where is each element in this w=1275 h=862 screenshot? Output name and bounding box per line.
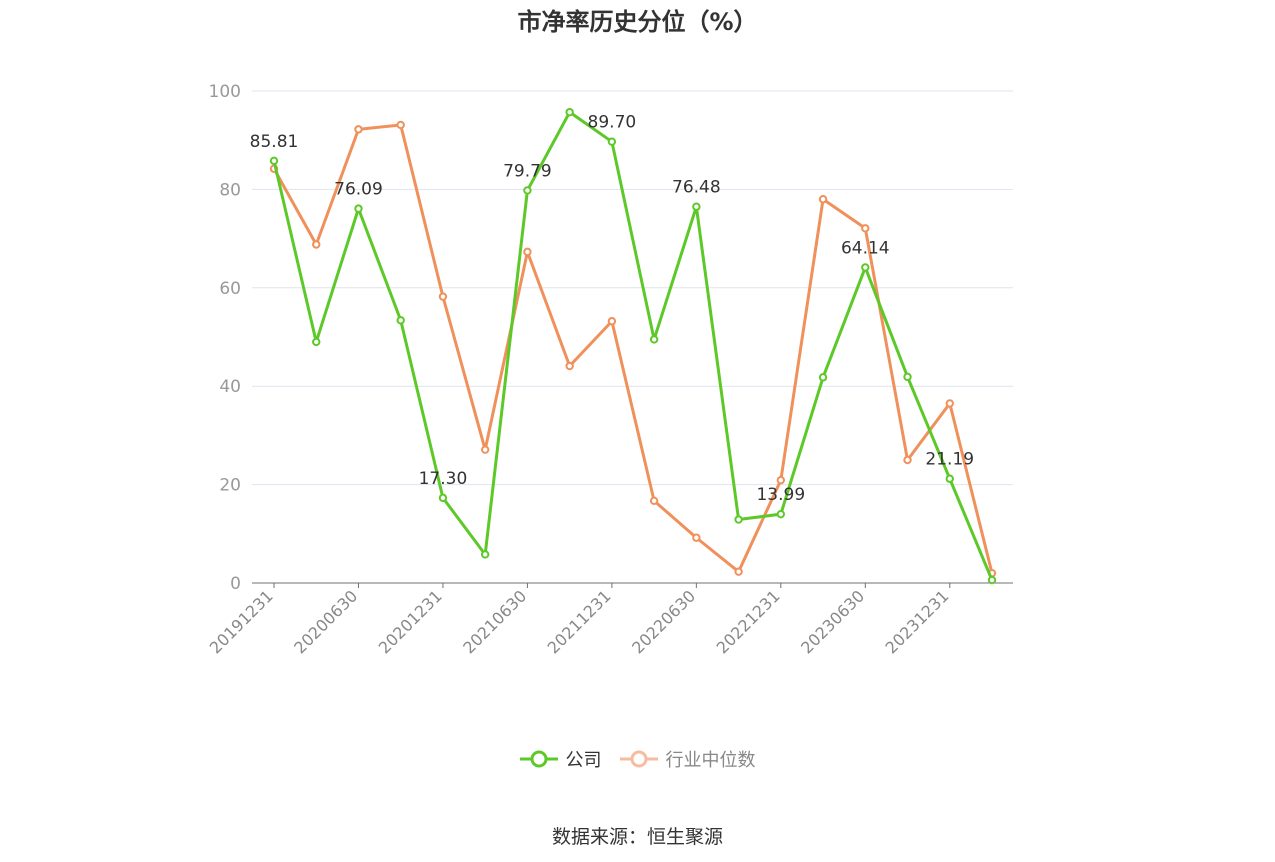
x-tick-label: 20221231 <box>713 586 784 657</box>
data-label: 17.30 <box>419 469 468 489</box>
data-point <box>734 567 743 576</box>
data-label: 85.81 <box>250 132 299 152</box>
y-tick-label: 80 <box>219 180 241 200</box>
legend-marker <box>530 750 547 768</box>
x-tick-label: 20230630 <box>797 586 868 657</box>
x-tick-label: 20201231 <box>375 586 446 657</box>
x-tick-label: 20191231 <box>206 586 277 657</box>
data-point <box>438 292 448 301</box>
data-point <box>565 107 574 117</box>
data-point <box>945 474 954 483</box>
legend-marker <box>630 750 647 768</box>
x-tick-label: 20231231 <box>882 586 953 657</box>
data-point <box>945 399 954 408</box>
data-label: 64.14 <box>841 238 890 258</box>
data-label: 76.09 <box>334 180 383 200</box>
data-point <box>480 550 490 559</box>
data-point <box>818 373 828 382</box>
data-label: 79.79 <box>503 161 552 181</box>
data-point <box>861 263 870 272</box>
data-point <box>480 445 490 454</box>
data-point <box>607 317 617 326</box>
x-tick-label: 20211231 <box>544 586 615 657</box>
data-point <box>396 120 405 130</box>
legend-item-0[interactable]: 公司 <box>519 746 602 772</box>
data-label: 89.70 <box>588 113 637 133</box>
data-point <box>438 493 448 503</box>
y-tick-label: 60 <box>219 279 241 299</box>
series-line-0 <box>272 110 994 581</box>
x-tick-label: 20220630 <box>628 586 699 657</box>
x-tick-label: 20200630 <box>290 586 361 657</box>
source-text: 数据来源：恒生聚源 <box>551 826 723 848</box>
data-point <box>649 496 659 506</box>
data-point <box>649 335 659 344</box>
data-point <box>565 361 574 371</box>
data-label: 13.99 <box>756 485 805 505</box>
data-point <box>396 316 405 325</box>
data-point <box>734 515 743 524</box>
data-point <box>692 533 701 542</box>
data-point <box>776 475 786 485</box>
y-tick-label: 0 <box>230 574 241 594</box>
data-point <box>861 224 870 233</box>
y-tick-label: 40 <box>219 377 241 397</box>
data-point <box>818 195 828 204</box>
data-point <box>354 204 363 213</box>
data-point <box>354 125 363 134</box>
y-tick-label: 20 <box>219 476 241 496</box>
data-point <box>692 202 701 211</box>
legend-symbol <box>619 750 658 768</box>
data-point <box>607 137 617 146</box>
series-line-1 <box>272 123 994 574</box>
series-layer <box>269 107 997 585</box>
x-tick-label: 20210630 <box>459 586 530 657</box>
data-label: 21.19 <box>925 450 974 470</box>
data-point <box>269 156 279 166</box>
data-label: 76.48 <box>672 178 721 198</box>
legend: 公司 行业中位数 <box>0 746 1275 772</box>
y-tick-label: 100 <box>209 82 241 102</box>
grid-lines <box>252 90 1013 486</box>
data-point <box>776 509 786 519</box>
chart-title: 市净率历史分位（%） <box>517 8 758 36</box>
data-point <box>903 372 912 382</box>
legend-label: 公司 <box>565 750 602 771</box>
legend-symbol <box>519 750 558 768</box>
legend-item-1[interactable]: 行业中位数 <box>619 746 756 772</box>
data-labels: 85.81 76.09 17.30 79.79 89.70 76.48 13.99 64.14… <box>250 113 974 505</box>
data-point <box>523 186 532 195</box>
data-point <box>903 455 912 465</box>
data-point <box>523 247 532 257</box>
data-point <box>312 240 321 249</box>
data-point <box>987 575 997 585</box>
legend-label: 行业中位数 <box>665 750 756 771</box>
data-point <box>312 337 321 347</box>
